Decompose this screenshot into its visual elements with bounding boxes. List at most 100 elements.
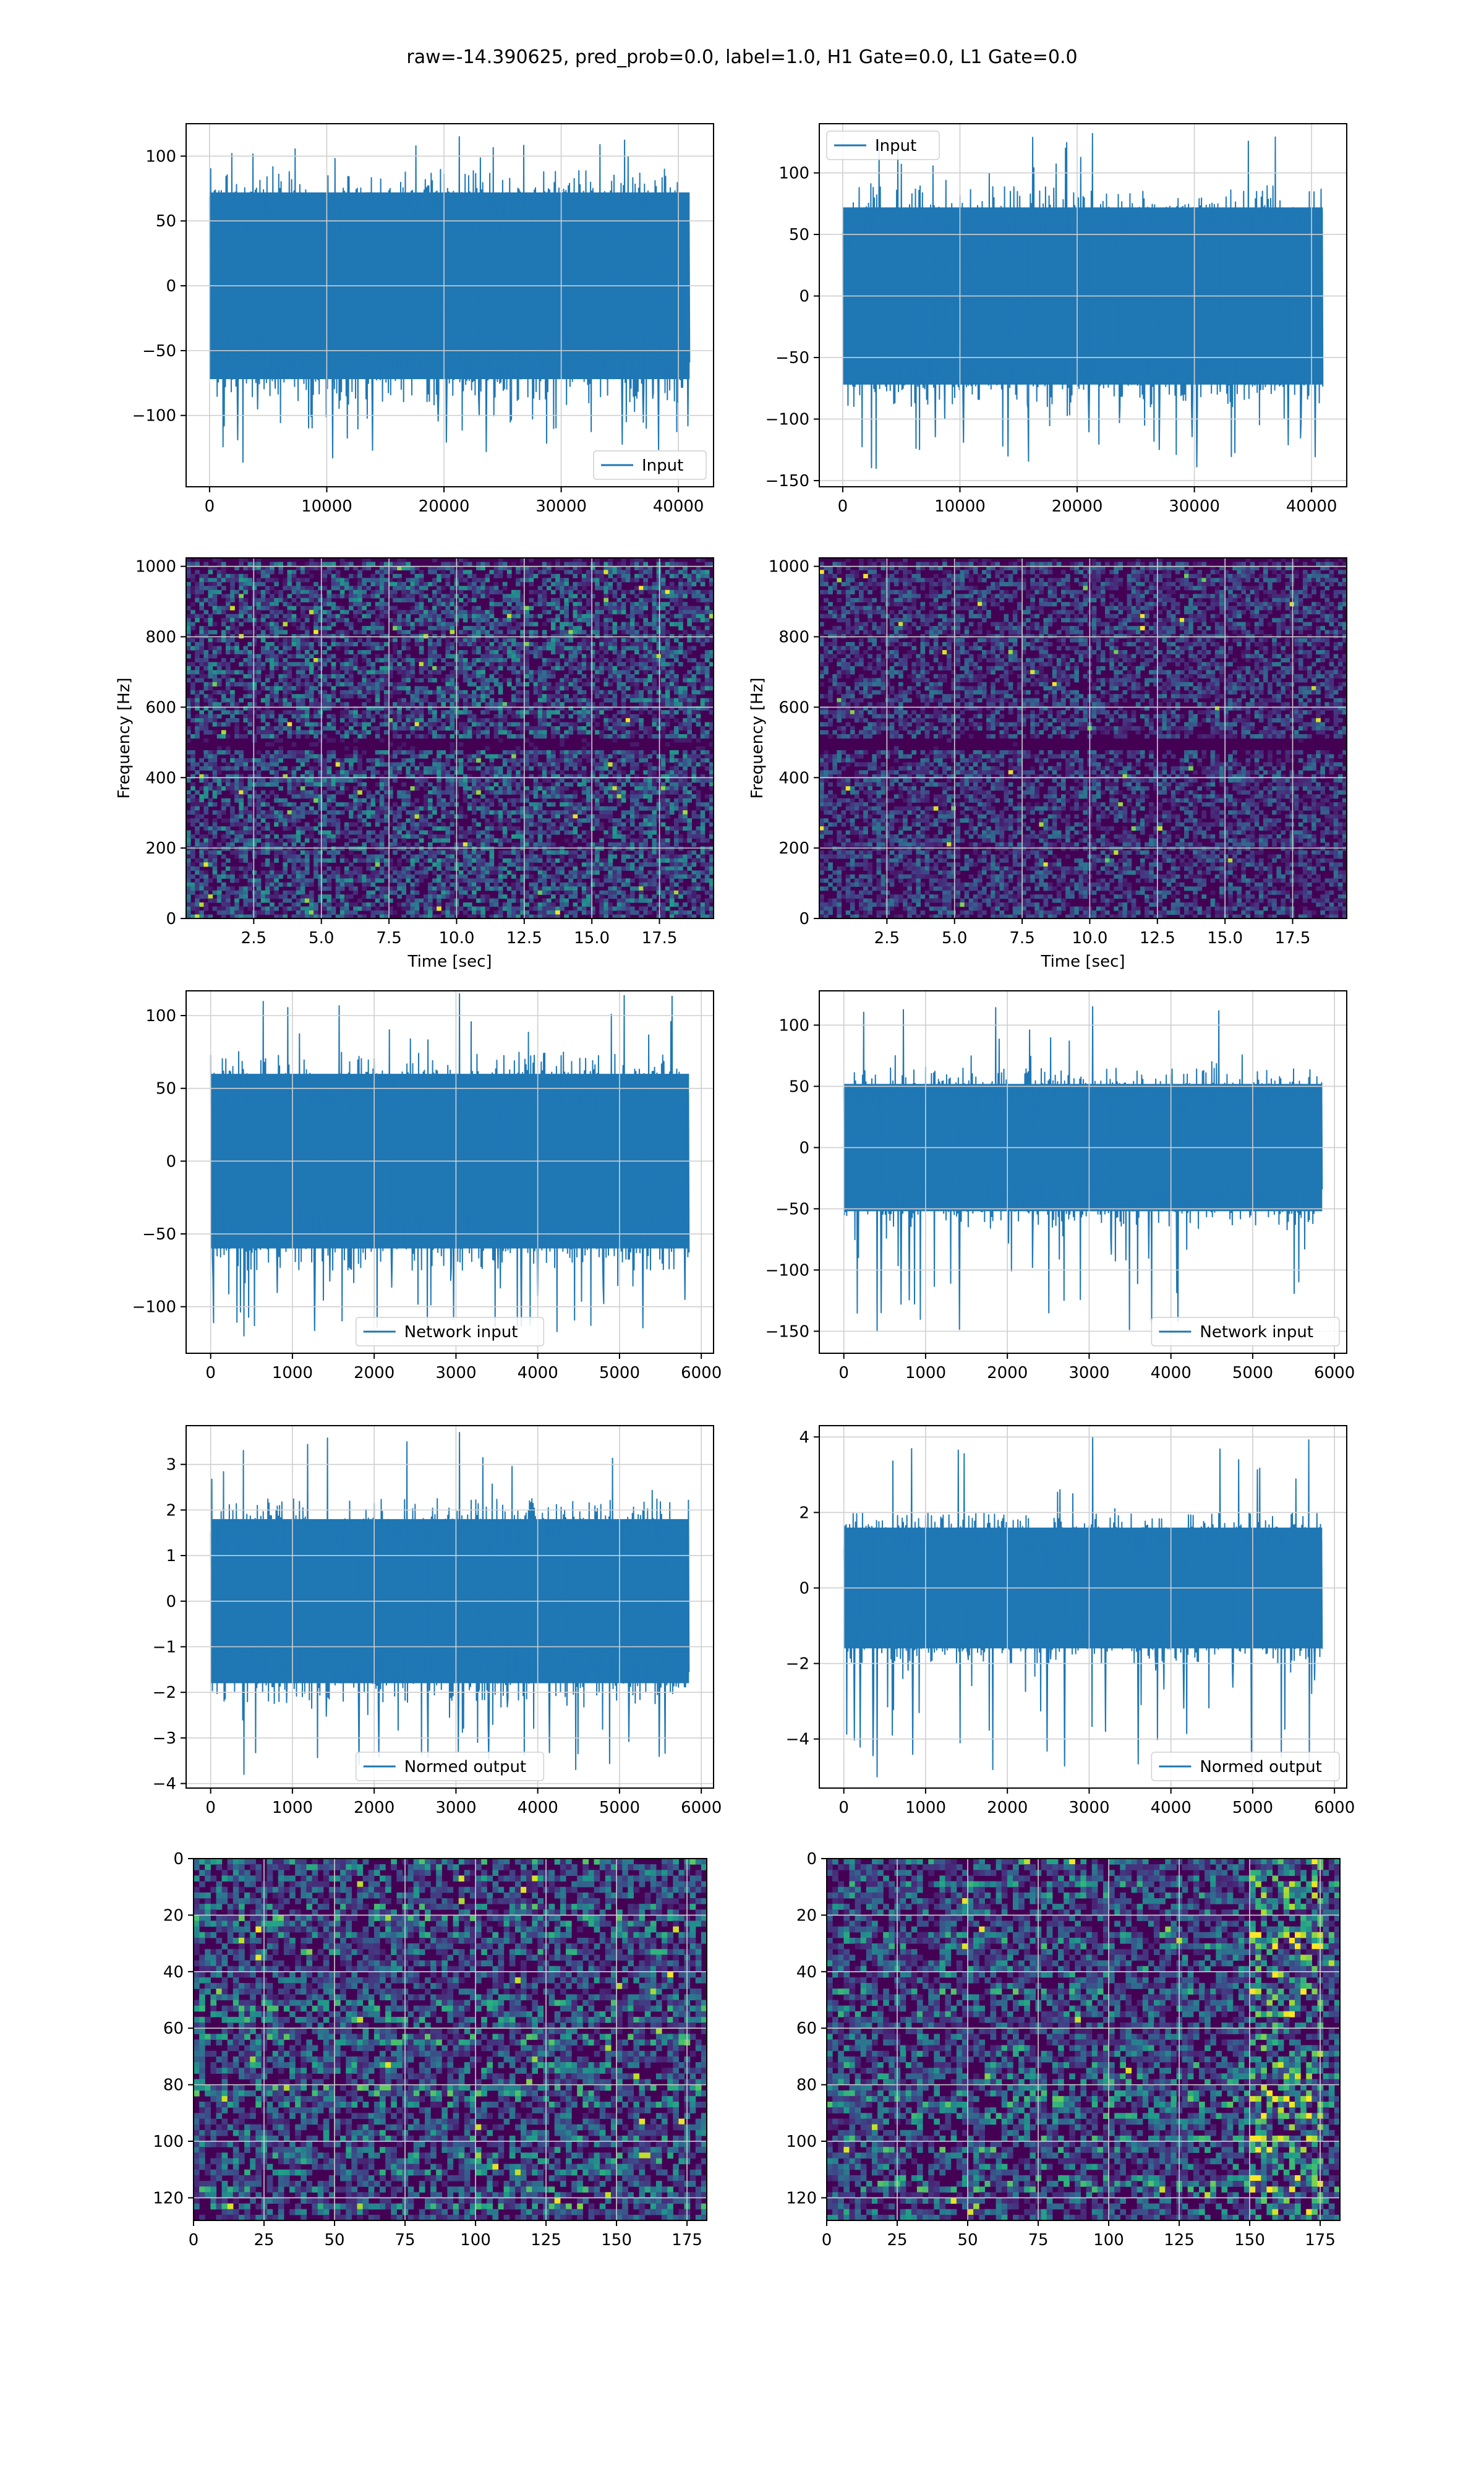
heatmap-cell xyxy=(322,618,328,623)
heatmap-cell xyxy=(212,778,218,783)
heatmap-cell xyxy=(243,806,249,811)
heatmap-cell xyxy=(331,798,336,803)
heatmap-cell xyxy=(357,754,362,759)
heatmap-cell xyxy=(595,666,600,670)
heatmap-cell xyxy=(683,678,688,683)
heatmap-cell xyxy=(379,666,385,670)
heatmap-cell xyxy=(678,726,683,731)
heatmap-cell xyxy=(432,597,437,602)
heatmap-cell xyxy=(274,774,279,779)
heatmap-cell xyxy=(423,586,429,591)
heatmap-cell xyxy=(260,730,266,735)
heatmap-cell xyxy=(652,650,657,655)
heatmap-cell xyxy=(296,754,301,759)
heatmap-cell xyxy=(313,618,318,623)
heatmap-cell xyxy=(542,774,547,779)
heatmap-cell xyxy=(428,674,433,678)
heatmap-cell xyxy=(660,758,666,763)
heatmap-cell xyxy=(287,618,292,623)
heatmap-cell xyxy=(331,662,336,667)
heatmap-cell xyxy=(516,734,521,739)
heatmap-cell xyxy=(370,758,376,763)
heatmap-cell xyxy=(437,666,441,670)
heatmap-cell xyxy=(560,581,565,586)
heatmap-cell xyxy=(704,698,710,703)
heatmap-cell xyxy=(287,662,292,667)
heatmap-cell xyxy=(520,666,525,670)
heatmap-cell xyxy=(691,610,697,615)
heatmap-cell xyxy=(410,674,416,678)
heatmap-cell xyxy=(401,589,406,594)
heatmap-cell xyxy=(339,558,345,563)
heatmap-cell xyxy=(379,722,385,727)
heatmap-cell xyxy=(270,730,275,735)
heatmap-cell xyxy=(335,578,341,583)
heatmap-cell xyxy=(419,782,424,787)
heatmap-cell xyxy=(476,566,481,571)
heatmap-cell xyxy=(366,594,372,599)
heatmap-cell xyxy=(243,597,249,602)
heatmap-cell xyxy=(485,646,490,651)
heatmap-cell xyxy=(573,634,578,639)
heatmap-cell xyxy=(656,670,662,675)
heatmap-cell xyxy=(560,630,565,635)
heatmap-cell xyxy=(318,798,323,803)
heatmap-cell xyxy=(568,650,574,655)
heatmap-cell xyxy=(304,758,310,763)
heatmap-cell xyxy=(203,714,209,719)
heatmap-cell xyxy=(520,814,525,819)
heatmap-cell xyxy=(643,618,648,623)
heatmap-cell xyxy=(560,702,565,707)
heatmap-cell xyxy=(278,726,283,731)
heatmap-cell xyxy=(379,622,385,627)
heatmap-cell xyxy=(520,690,525,695)
heatmap-cell xyxy=(283,666,288,670)
heatmap-cell xyxy=(555,786,560,791)
heatmap-cell xyxy=(520,726,525,731)
heatmap-cell xyxy=(629,758,635,763)
heatmap-cell xyxy=(506,566,512,571)
heatmap-cell xyxy=(493,602,499,607)
heatmap-cell xyxy=(190,638,195,643)
heatmap-cell xyxy=(226,798,231,803)
heatmap-cell xyxy=(652,610,657,615)
heatmap-cell xyxy=(203,782,209,787)
heatmap-cell xyxy=(542,798,547,803)
heatmap-cell xyxy=(551,754,556,759)
heatmap-cell xyxy=(704,597,710,602)
heatmap-cell xyxy=(296,794,301,799)
heatmap-cell xyxy=(634,798,639,803)
heatmap-cell xyxy=(502,706,508,711)
heatmap-cell xyxy=(467,610,472,615)
heatmap-cell xyxy=(665,642,670,647)
heatmap-cell xyxy=(493,726,499,731)
heatmap-cell xyxy=(344,822,349,827)
heatmap-cell xyxy=(687,710,692,715)
heatmap-cell xyxy=(520,610,525,615)
heatmap-cell xyxy=(445,566,451,571)
heatmap-cell xyxy=(568,798,574,803)
heatmap-cell xyxy=(656,814,662,819)
heatmap-cell xyxy=(577,562,582,567)
heatmap-cell xyxy=(529,810,534,815)
heatmap-cell xyxy=(260,570,266,575)
heatmap-cell xyxy=(195,718,200,723)
heatmap-cell xyxy=(537,706,543,711)
heatmap-cell xyxy=(555,790,560,795)
heatmap-cell xyxy=(326,774,332,779)
heatmap-cell xyxy=(678,810,683,815)
heatmap-cell xyxy=(595,570,600,575)
heatmap-cell xyxy=(643,754,648,759)
heatmap-cell xyxy=(437,606,441,610)
heatmap-cell xyxy=(603,578,608,583)
heatmap-cell xyxy=(687,754,692,759)
heatmap-cell xyxy=(234,710,239,715)
heatmap-cell xyxy=(472,754,477,759)
heatmap-cell xyxy=(313,614,318,618)
heatmap-cell xyxy=(287,786,292,791)
heatmap-cell xyxy=(414,602,420,607)
heatmap-cell xyxy=(445,594,451,599)
heatmap-cell xyxy=(573,722,578,727)
heatmap-cell xyxy=(529,634,534,639)
heatmap-cell xyxy=(393,802,398,807)
